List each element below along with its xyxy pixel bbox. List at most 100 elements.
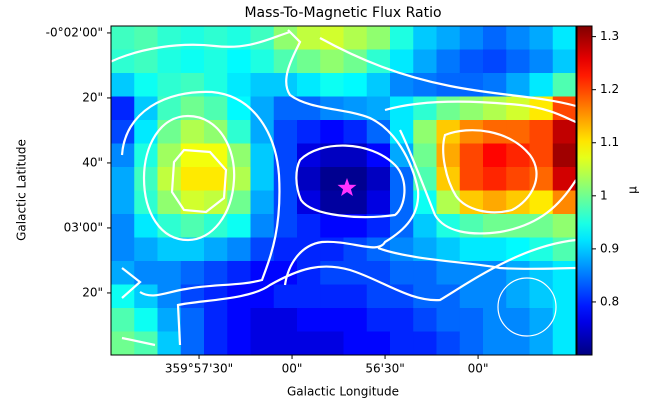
heatmap-cell [204, 50, 228, 74]
heatmap-cell [460, 238, 484, 262]
colorbar-tick-label: 1.1 [600, 135, 619, 149]
heatmap-cell [204, 120, 228, 144]
heatmap-cell [111, 26, 135, 50]
heatmap-cell [437, 285, 461, 309]
heatmap-cell [204, 285, 228, 309]
heatmap-cell [437, 308, 461, 332]
heatmap-cell [251, 97, 275, 121]
heatmap-cell [274, 120, 298, 144]
heatmap-cell [111, 120, 135, 144]
heatmap-cell [158, 332, 182, 356]
heatmap-cell [204, 308, 228, 332]
heatmap-cell [204, 238, 228, 262]
heatmap-cell [251, 50, 275, 74]
heatmap-cell [181, 238, 205, 262]
heatmap-cell [460, 167, 484, 191]
heatmap-cell [367, 144, 391, 168]
heatmap-cell [344, 50, 368, 74]
heatmap-cell [181, 26, 205, 50]
heatmap-cell [553, 144, 577, 168]
heatmap-cell [297, 308, 321, 332]
heatmap-cell [506, 26, 530, 50]
heatmap-cell [251, 167, 275, 191]
heatmap-cell [483, 238, 507, 262]
heatmap-cell [390, 238, 414, 262]
heatmap-cell [367, 26, 391, 50]
chart-title: Mass-To-Magnetic Flux Ratio [244, 5, 441, 21]
heatmap-cell [413, 97, 437, 121]
heatmap-cell [320, 167, 344, 191]
heatmap-cell [437, 332, 461, 356]
heatmap-cell [204, 261, 228, 285]
heatmap-cell [320, 308, 344, 332]
heatmap-cell [297, 167, 321, 191]
heatmap-cell [344, 308, 368, 332]
heatmap-cell [320, 191, 344, 215]
heatmap-cell [367, 73, 391, 97]
heatmap-cell [413, 26, 437, 50]
heatmap-cell [297, 214, 321, 238]
heatmap-cell [437, 26, 461, 50]
heatmap-cell [134, 308, 158, 332]
heatmap-cell [111, 214, 135, 238]
heatmap-cell [297, 144, 321, 168]
heatmap-cell [297, 238, 321, 262]
heatmap-cell [274, 167, 298, 191]
heatmap-cell [134, 285, 158, 309]
heatmap-cell [320, 285, 344, 309]
heatmap-cell [227, 167, 251, 191]
heatmap-cell [483, 308, 507, 332]
heatmap-cell [460, 308, 484, 332]
heatmap-cell [506, 97, 530, 121]
heatmap-cell [227, 214, 251, 238]
heatmap-cell [111, 97, 135, 121]
heatmap-cell [158, 261, 182, 285]
heatmap-cell [297, 73, 321, 97]
heatmap-cell [111, 191, 135, 215]
heatmap-cell [553, 261, 577, 285]
heatmap-cell [227, 332, 251, 356]
heatmap-cell [413, 332, 437, 356]
heatmap-cell [367, 308, 391, 332]
heatmap-cell [413, 50, 437, 74]
heatmap-cell [274, 285, 298, 309]
heatmap-cell [134, 238, 158, 262]
heatmap-cell [344, 26, 368, 50]
heatmap-cell [134, 120, 158, 144]
y-tick-label: 20" [82, 90, 103, 104]
heatmap-cell [437, 214, 461, 238]
heatmap-cell [181, 144, 205, 168]
heatmap-cell [274, 191, 298, 215]
heatmap-cell [367, 191, 391, 215]
heatmap-cell [111, 261, 135, 285]
heatmap-cell [367, 332, 391, 356]
heatmap-cell [274, 308, 298, 332]
heatmap-cell [134, 26, 158, 50]
y-axis-label: Galactic Latitude [15, 139, 29, 241]
x-tick-label: 56'30" [365, 362, 404, 376]
heatmap-cell [320, 50, 344, 74]
heatmap-cell [460, 26, 484, 50]
x-tick-label: 00" [282, 362, 303, 376]
chart: Mass-To-Magnetic Flux Ratio Galactic Lon… [0, 0, 667, 408]
heatmap-cell [181, 167, 205, 191]
heatmap-cell [204, 144, 228, 168]
heatmap-cell [251, 144, 275, 168]
heatmap-cell [390, 308, 414, 332]
y-tick-label: 20" [82, 285, 103, 299]
heatmap-cell [134, 214, 158, 238]
y-tick-label: -0°02'00" [46, 25, 103, 39]
heatmap-cell [227, 261, 251, 285]
colorbar-tick-label: 1.2 [600, 82, 619, 96]
heatmap-cell [181, 332, 205, 356]
heatmap-cell [553, 308, 577, 332]
y-tick-label: 03'00" [64, 220, 103, 234]
heatmap-cell [320, 120, 344, 144]
heatmap-cell [158, 73, 182, 97]
heatmap-cell [344, 120, 368, 144]
heatmap-cell [553, 120, 577, 144]
heatmap-cell [506, 261, 530, 285]
heatmap-cell [553, 332, 577, 356]
heatmap-cell [204, 97, 228, 121]
heatmap-cell [530, 144, 554, 168]
